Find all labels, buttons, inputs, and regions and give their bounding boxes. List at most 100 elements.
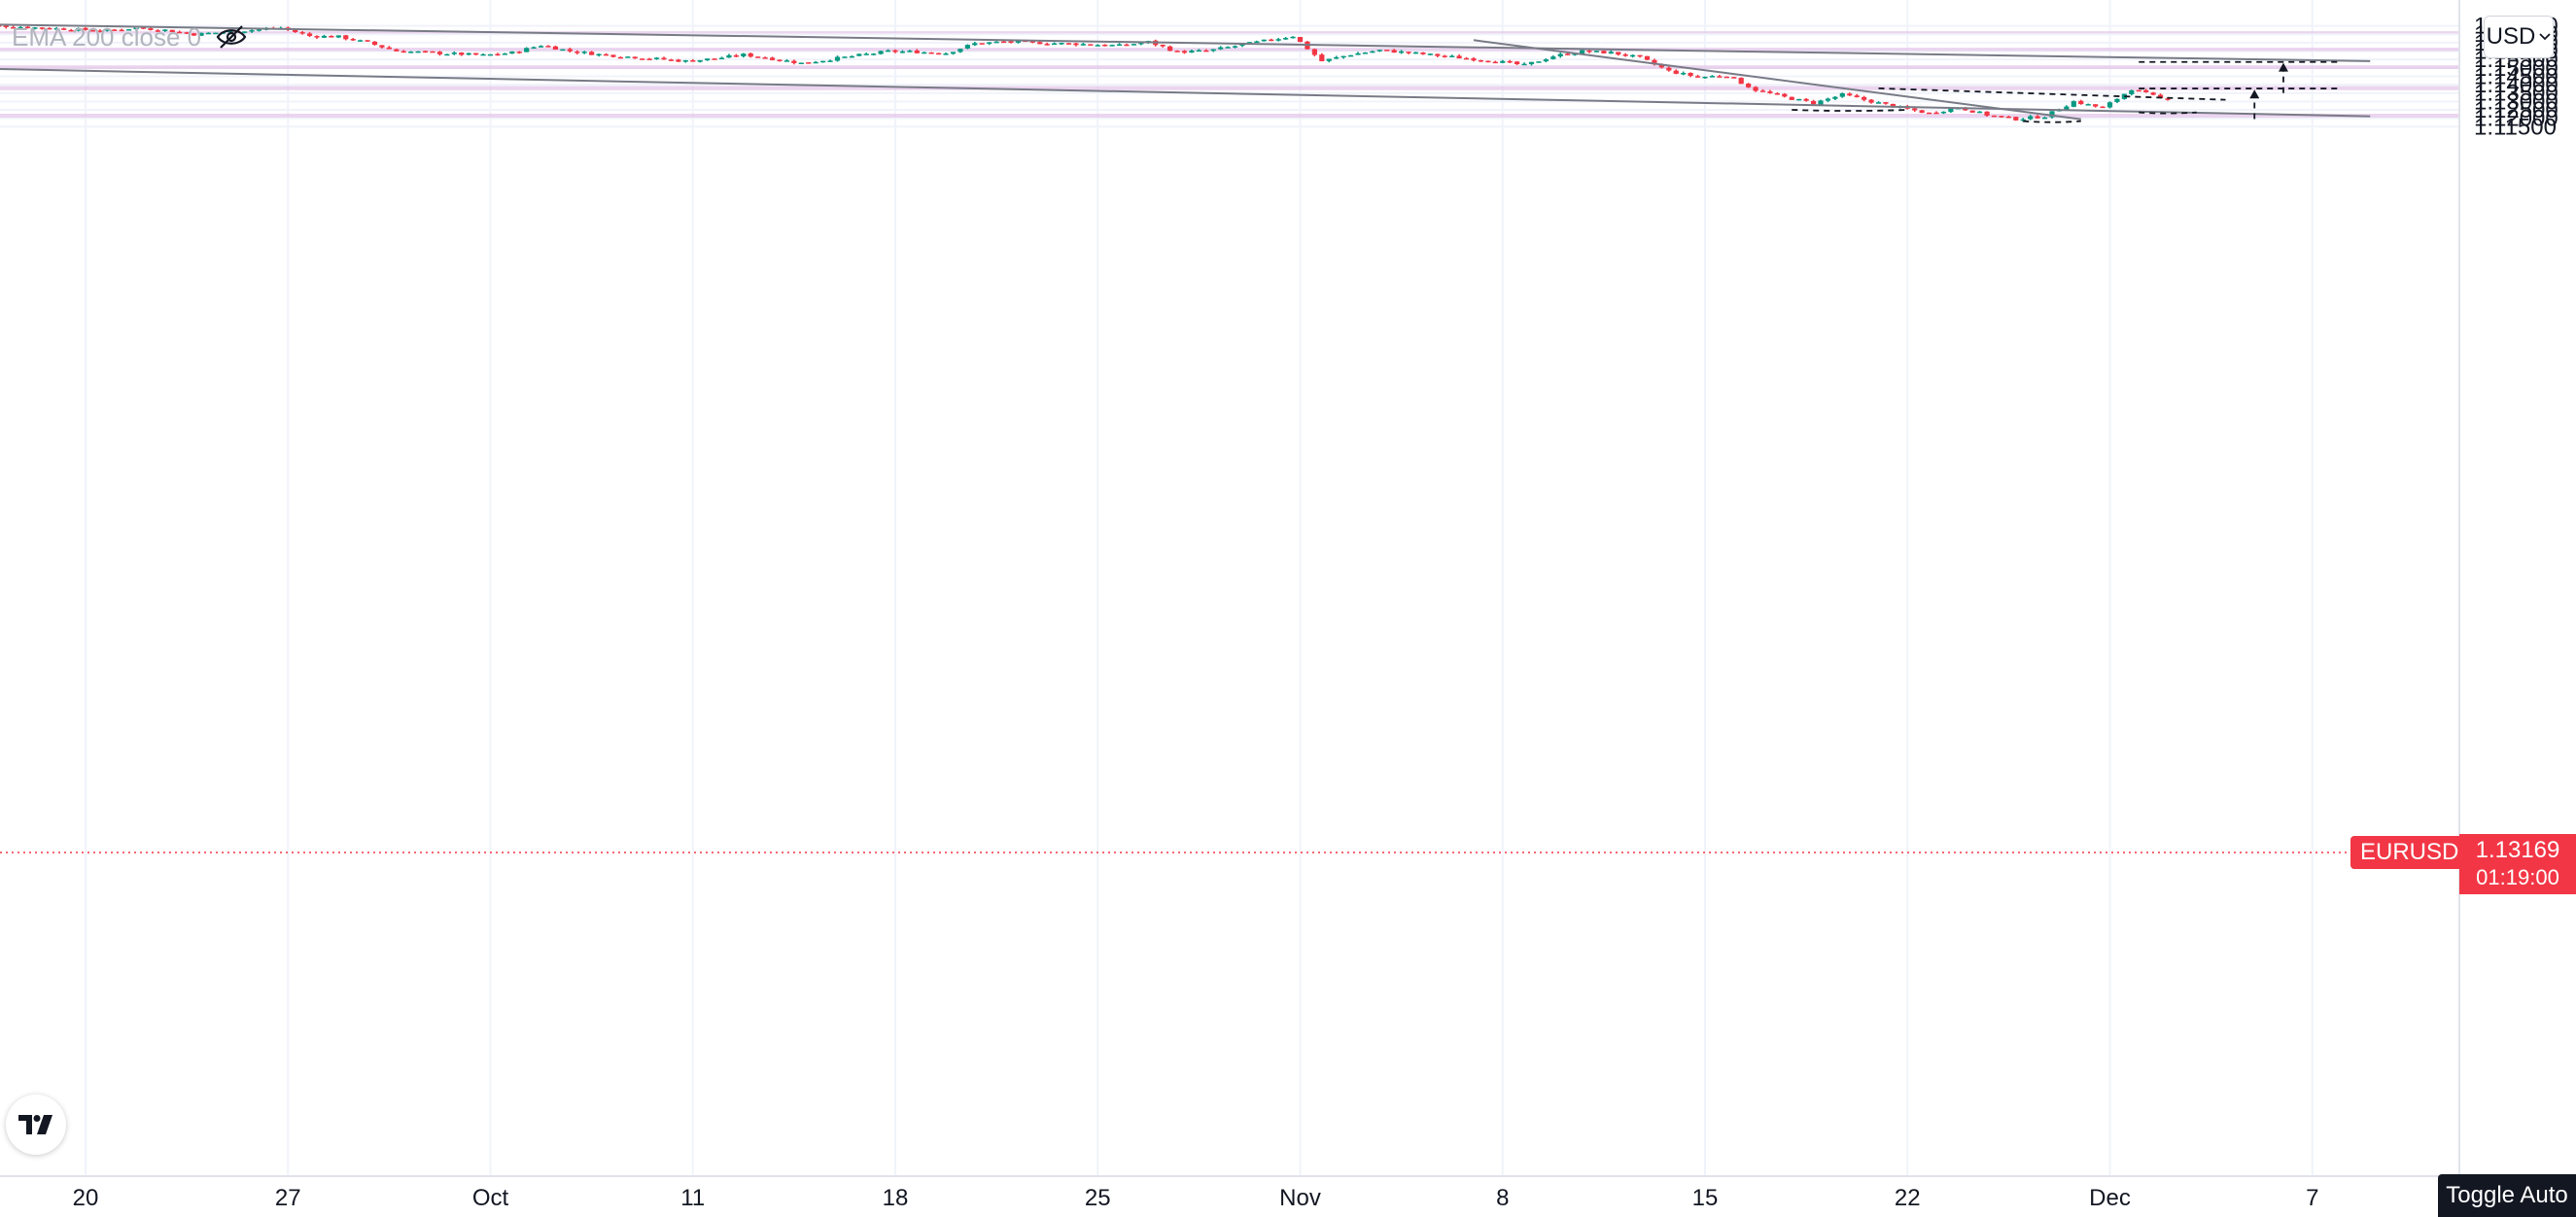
candle-body	[748, 52, 753, 57]
candle-body	[213, 32, 219, 35]
current-price-value: 1.13169	[2475, 837, 2560, 863]
candle-body	[755, 56, 761, 58]
trend-line	[1473, 39, 2081, 121]
tradingview-logo-icon[interactable]	[6, 1095, 66, 1155]
candle-body	[1818, 100, 1824, 105]
candle-body	[726, 54, 732, 58]
candle-body	[53, 28, 59, 30]
indicator-label[interactable]: EMA 200 close 0	[12, 21, 202, 52]
candle-body	[1196, 50, 1201, 52]
candle-body	[849, 55, 854, 58]
candle-body	[957, 49, 963, 52]
eye-crossed-icon[interactable]	[215, 24, 248, 50]
candle-body	[97, 30, 103, 32]
candle-body	[653, 57, 660, 59]
candle-body	[1261, 39, 1267, 42]
price-zone	[0, 86, 2459, 90]
candle-body	[2093, 104, 2099, 107]
candle-body	[1746, 84, 1752, 87]
candle-body	[24, 26, 31, 29]
price-axis-tick-label: 1.12000	[2474, 106, 2559, 132]
time-axis[interactable]: 20 27 Oct 11 18 25 Nov 8 15 22 Dec 7	[73, 1185, 2319, 1211]
candle-body	[1601, 51, 1607, 53]
toggle-auto-scale-button[interactable]: Toggle Auto	[2438, 1174, 2576, 1217]
price-zone	[0, 31, 2459, 34]
price-axis-tick-label: 1.14000	[2474, 72, 2559, 98]
candle-body	[552, 46, 559, 51]
candle-body	[299, 32, 305, 34]
candle-body	[1000, 41, 1007, 44]
candle-body	[466, 52, 471, 55]
candle-body	[993, 41, 999, 44]
candle-body	[2028, 116, 2034, 120]
candle-body	[1370, 51, 1375, 53]
candle-body	[1391, 50, 1397, 53]
candle-body	[560, 49, 566, 52]
candle-body	[1658, 64, 1664, 68]
candle-body	[871, 53, 877, 55]
candle-body	[1782, 93, 1788, 97]
candle-body	[1095, 45, 1100, 47]
candle-body	[140, 27, 147, 29]
pattern-arc	[2139, 111, 2197, 115]
candle-body	[1500, 60, 1506, 63]
candle-body	[1218, 47, 1224, 50]
candle-body	[2071, 101, 2076, 107]
candle-body	[2129, 89, 2135, 94]
candle-body	[1485, 60, 1491, 63]
indicator-legend[interactable]: EMA 200 close 0	[12, 19, 248, 54]
candle-body	[2035, 116, 2040, 119]
candle-body	[1109, 45, 1115, 47]
support-resistance-zones	[0, 31, 2459, 118]
candle-body	[1847, 93, 1853, 96]
candle-body	[1471, 58, 1477, 61]
candle-body	[661, 57, 667, 60]
candle-body	[2049, 111, 2055, 118]
candle-body	[1984, 111, 1990, 116]
candle-body	[1521, 63, 1527, 66]
candle-body	[1890, 103, 1896, 108]
candle-body	[1254, 41, 1260, 44]
candle-body	[1652, 59, 1657, 65]
candle-body	[1579, 50, 1585, 54]
candle-body	[2157, 94, 2164, 98]
candle-body	[1334, 56, 1340, 59]
candle-body	[148, 28, 154, 30]
time-axis-tick-label: 22	[1895, 1185, 1921, 1211]
candle-body	[690, 60, 696, 62]
candle-body	[1406, 52, 1411, 53]
candle-body	[0, 25, 2, 27]
candle-body	[394, 49, 400, 52]
candle-body	[68, 29, 74, 32]
candle-body	[1586, 50, 1592, 52]
candle-body	[2136, 89, 2141, 92]
candle-body	[596, 53, 602, 56]
candle-body	[1528, 61, 1535, 65]
candle-body	[538, 46, 544, 48]
candle-body	[459, 52, 465, 55]
candle-body	[1875, 102, 1882, 104]
candle-body	[820, 60, 826, 63]
candle-body	[1174, 51, 1180, 52]
candle-body	[2041, 117, 2048, 120]
candle-body	[1073, 43, 1079, 46]
candle-body	[1933, 112, 1939, 115]
candle-body	[1926, 112, 1932, 115]
candle-body	[863, 53, 869, 55]
candle-body	[112, 29, 118, 31]
candle-body	[1854, 95, 1860, 97]
candle-body	[1311, 49, 1317, 55]
candle-body	[1131, 44, 1137, 46]
candle-body	[1399, 51, 1405, 53]
candle-body	[205, 32, 212, 35]
chevron-down-icon	[2539, 33, 2551, 41]
candle-body	[589, 52, 595, 55]
candle-body	[1319, 54, 1325, 61]
candle-body	[386, 47, 392, 50]
currency-selector[interactable]: USD	[2484, 16, 2554, 58]
candle-body	[249, 30, 255, 32]
candle-body	[1572, 53, 1578, 55]
candlestick-series	[0, 23, 2171, 122]
candle-body	[1376, 50, 1382, 52]
